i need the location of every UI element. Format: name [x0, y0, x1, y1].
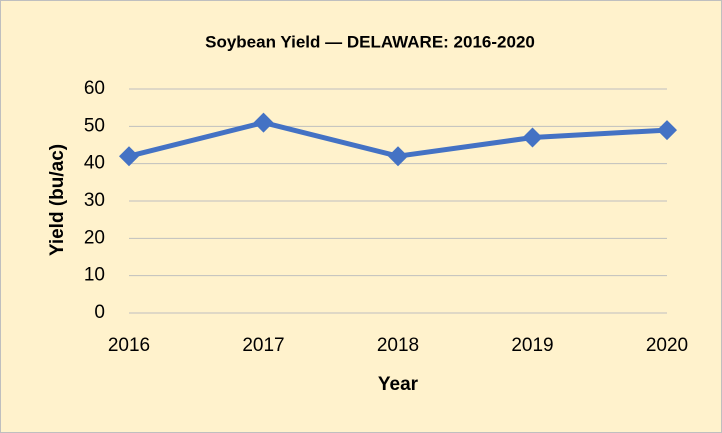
x-axis-label: Year	[378, 374, 419, 395]
y-tick-label: 60	[84, 78, 105, 99]
y-tick-label: 10	[84, 265, 105, 286]
marker	[253, 112, 274, 133]
marker	[522, 127, 543, 148]
x-tick-label: 2019	[511, 335, 553, 356]
y-tick-label: 50	[84, 115, 105, 136]
y-axis-label: Yield (bu/ac)	[47, 144, 68, 256]
y-tick-label: 0	[94, 302, 105, 323]
x-tick-label: 2018	[377, 335, 419, 356]
x-tick-label: 2020	[646, 335, 688, 356]
y-tick-label: 30	[84, 190, 105, 211]
y-tick-label: 40	[84, 153, 105, 174]
x-tick-label: 2017	[242, 335, 284, 356]
marker	[388, 146, 408, 167]
y-tick-label: 20	[84, 227, 105, 248]
chart-title: Soybean Yield — DELAWARE: 2016-2020	[205, 32, 535, 51]
marker	[119, 146, 139, 167]
marker	[657, 120, 677, 141]
x-tick-label: 2016	[108, 335, 150, 356]
